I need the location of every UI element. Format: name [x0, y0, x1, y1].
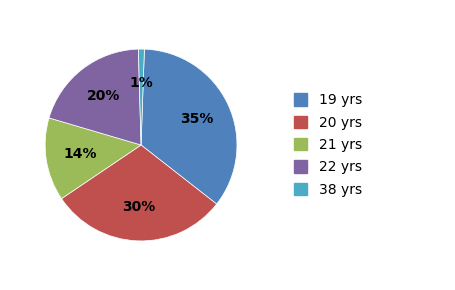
Legend: 19 yrs, 20 yrs, 21 yrs, 22 yrs, 38 yrs: 19 yrs, 20 yrs, 21 yrs, 22 yrs, 38 yrs: [293, 93, 362, 197]
Text: 20%: 20%: [86, 89, 120, 103]
Wedge shape: [141, 49, 237, 204]
Text: 30%: 30%: [122, 200, 156, 214]
Wedge shape: [138, 49, 144, 145]
Wedge shape: [61, 145, 217, 241]
Wedge shape: [49, 49, 141, 145]
Wedge shape: [45, 118, 141, 199]
Text: 35%: 35%: [181, 112, 214, 126]
Text: 14%: 14%: [63, 148, 96, 162]
Text: 1%: 1%: [129, 76, 153, 90]
